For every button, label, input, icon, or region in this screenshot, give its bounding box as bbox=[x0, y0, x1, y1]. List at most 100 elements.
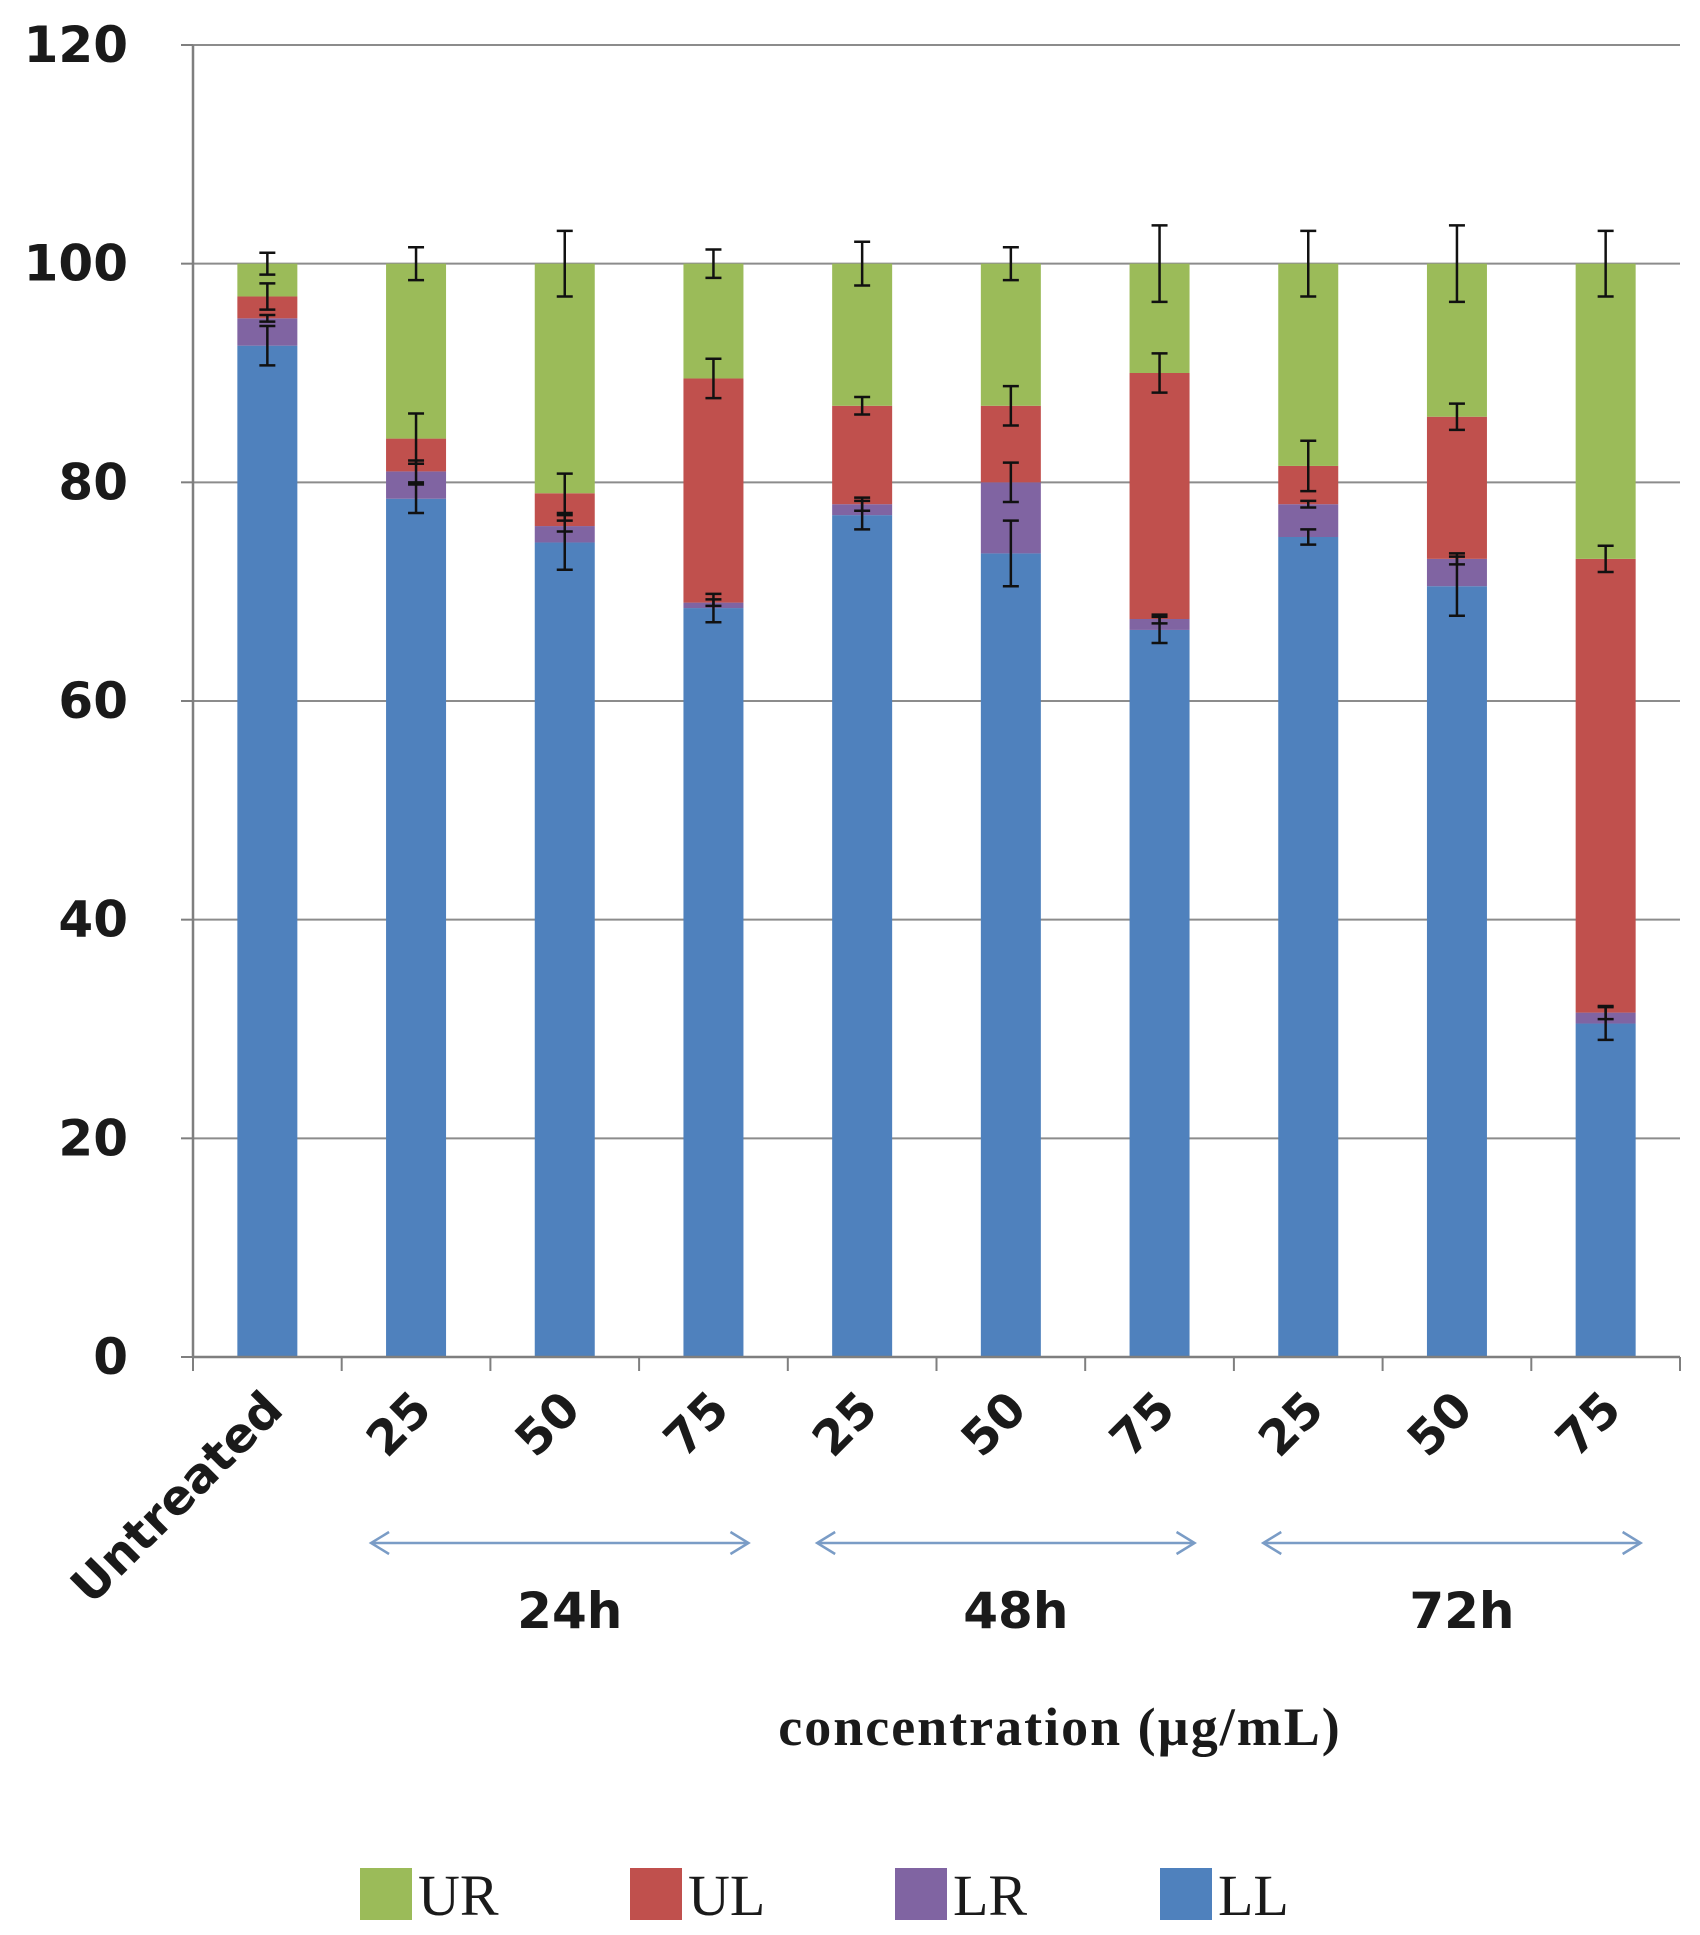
group-label: 72h bbox=[1409, 1582, 1514, 1640]
x-tick-labels: Untreated 25 50 75 25 50 75 25 50 75 bbox=[60, 1381, 1632, 1615]
y-tick-label: 0 bbox=[93, 1328, 128, 1386]
error-bar-ur-8 bbox=[1448, 224, 1465, 304]
bar-ur-4 bbox=[832, 263, 893, 406]
bar-stacks bbox=[237, 263, 1636, 1358]
bar-ur-1 bbox=[386, 263, 447, 439]
group-arrow-head-left bbox=[1260, 1530, 1282, 1556]
y-tick-label: 80 bbox=[58, 453, 128, 511]
group-arrow-head-left bbox=[368, 1530, 390, 1556]
error-bar-ur-4 bbox=[854, 240, 871, 287]
bar-ll-7 bbox=[1278, 537, 1339, 1357]
x-tick-label: 50 bbox=[951, 1381, 1038, 1468]
legend-label: UL bbox=[688, 1863, 765, 1928]
error-bar-ll-7 bbox=[1300, 528, 1317, 546]
x-tick-label: 75 bbox=[1545, 1381, 1632, 1468]
bar-ll-6 bbox=[1129, 629, 1190, 1357]
error-bar-ul-3 bbox=[705, 357, 722, 400]
error-bar-lr-9 bbox=[1597, 1004, 1614, 1021]
y-tick-label: 40 bbox=[58, 891, 128, 949]
x-tick-label: 75 bbox=[1099, 1381, 1186, 1468]
group-72h: 72h bbox=[1260, 1530, 1644, 1640]
legend-swatch bbox=[630, 1868, 682, 1920]
x-tick-label: 50 bbox=[1397, 1381, 1484, 1468]
bar-ul-6 bbox=[1129, 373, 1190, 619]
legend-item-ur: UR bbox=[360, 1863, 499, 1928]
axes bbox=[181, 44, 1681, 1371]
bar-ur-2 bbox=[534, 263, 595, 494]
error-bar-lr-5 bbox=[1002, 461, 1019, 504]
y-tick-label: 20 bbox=[58, 1109, 128, 1167]
group-arrow-head-left bbox=[814, 1530, 836, 1556]
y-tick-label: 100 bbox=[24, 235, 128, 293]
error-bar-ur-1 bbox=[408, 246, 425, 282]
error-bars bbox=[259, 224, 1614, 1042]
bar-ul-8 bbox=[1426, 416, 1487, 559]
bar-ll-1 bbox=[386, 498, 447, 1357]
y-tick-labels: 0 20 40 60 80 100 120 bbox=[24, 16, 128, 1386]
error-bar-ul-0 bbox=[259, 282, 276, 311]
x-tick-label: 25 bbox=[1248, 1381, 1335, 1468]
group-48h: 48h bbox=[814, 1530, 1197, 1640]
error-bar-ul-6 bbox=[1151, 352, 1168, 394]
legend-item-lr: LR bbox=[895, 1863, 1027, 1928]
legend-label: LL bbox=[1218, 1863, 1289, 1928]
error-bar-ul-8 bbox=[1448, 402, 1465, 432]
legend-label: UR bbox=[418, 1863, 499, 1928]
bar-ll-8 bbox=[1426, 586, 1487, 1357]
group-label: 24h bbox=[517, 1582, 622, 1640]
x-tick-label: 75 bbox=[653, 1381, 740, 1468]
error-bar-lr-4 bbox=[854, 496, 871, 513]
x-tick-label: 25 bbox=[356, 1381, 443, 1468]
error-bar-ur-7 bbox=[1300, 229, 1317, 298]
bar-ul-3 bbox=[683, 378, 744, 603]
time-group-annotations: 24h 48h 72h bbox=[368, 1530, 1644, 1640]
group-24h: 24h bbox=[368, 1530, 751, 1640]
error-bar-ll-5 bbox=[1002, 519, 1019, 588]
bar-ll-2 bbox=[534, 542, 595, 1357]
error-bar-ur-0 bbox=[259, 251, 276, 276]
x-tick-label: 50 bbox=[504, 1381, 591, 1468]
x-tick-label: 25 bbox=[802, 1381, 889, 1468]
group-arrow-head-right bbox=[1175, 1530, 1197, 1556]
bar-ur-9 bbox=[1575, 263, 1636, 559]
bar-ll-0 bbox=[237, 345, 298, 1358]
group-arrow-head-right bbox=[1621, 1530, 1644, 1556]
bar-ll-9 bbox=[1575, 1023, 1636, 1357]
error-bar-ul-9 bbox=[1597, 544, 1614, 574]
legend-item-ul: UL bbox=[630, 1863, 765, 1928]
error-bar-ul-5 bbox=[1002, 384, 1019, 427]
error-bar-lr-8 bbox=[1448, 552, 1465, 566]
error-bar-ur-3 bbox=[705, 248, 722, 280]
error-bar-lr-6 bbox=[1151, 613, 1168, 625]
error-bar-ll-0 bbox=[259, 324, 276, 367]
error-bar-lr-2 bbox=[556, 519, 573, 533]
bar-ll-5 bbox=[980, 553, 1041, 1357]
legend-label: LR bbox=[953, 1863, 1027, 1928]
error-bar-ul-4 bbox=[854, 395, 871, 416]
bar-ul-9 bbox=[1575, 558, 1636, 1013]
bar-ll-4 bbox=[832, 515, 893, 1357]
error-bar-ul-2 bbox=[556, 472, 573, 515]
error-bar-lr-7 bbox=[1300, 499, 1317, 509]
error-bar-ur-6 bbox=[1151, 224, 1168, 304]
y-tick-label: 120 bbox=[24, 16, 128, 74]
group-label: 48h bbox=[963, 1582, 1068, 1640]
error-bar-lr-3 bbox=[705, 598, 722, 608]
group-arrow-head-right bbox=[729, 1530, 751, 1556]
bar-ll-3 bbox=[683, 608, 744, 1357]
y-tick-label: 60 bbox=[58, 672, 128, 730]
bar-ur-5 bbox=[980, 263, 1041, 406]
error-bar-ur-2 bbox=[556, 229, 573, 298]
error-bar-ur-5 bbox=[1002, 246, 1019, 282]
legend-swatch bbox=[360, 1868, 412, 1920]
error-bar-lr-0 bbox=[259, 313, 276, 323]
legend-item-ll: LL bbox=[1160, 1863, 1289, 1928]
error-bar-ul-1 bbox=[408, 412, 425, 465]
x-axis-label: concentration (µg/mL) bbox=[778, 1697, 1342, 1757]
error-bar-ll-1 bbox=[408, 483, 425, 515]
error-bar-ur-9 bbox=[1597, 229, 1614, 298]
bar-ul-4 bbox=[832, 405, 893, 505]
legend-swatch bbox=[1160, 1868, 1212, 1920]
legend: UR UL LR LL bbox=[360, 1863, 1289, 1928]
